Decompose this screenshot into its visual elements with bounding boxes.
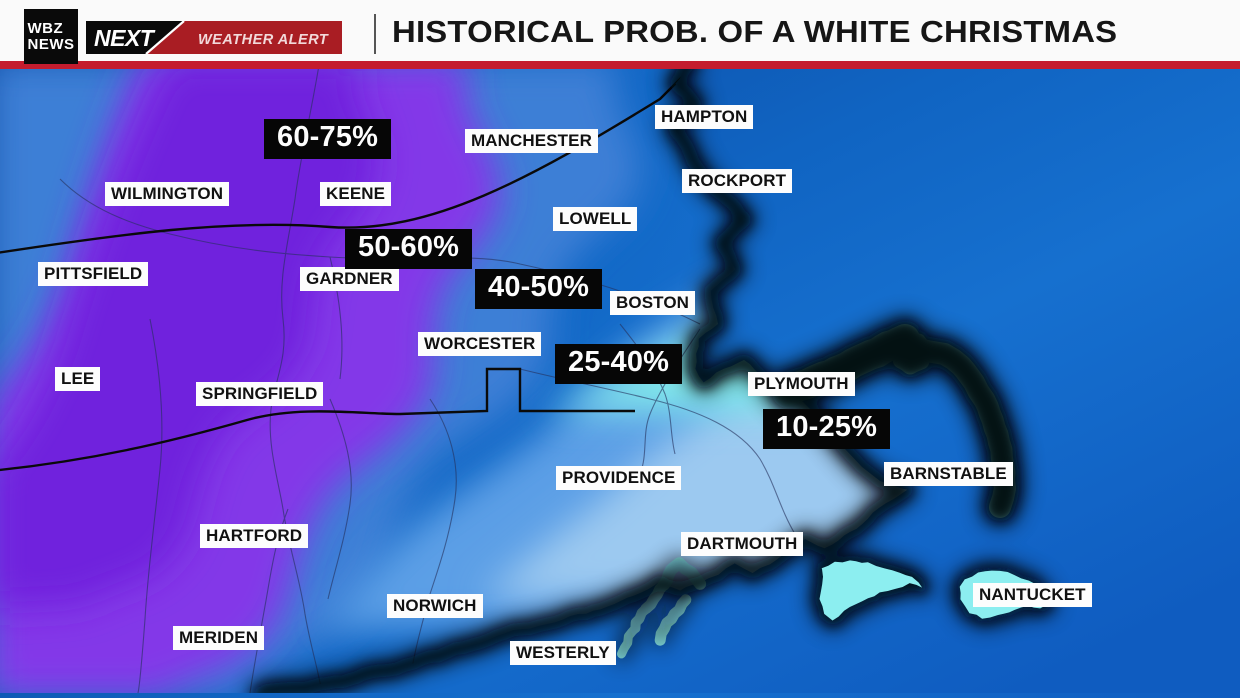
svg-text:NEXT: NEXT	[94, 25, 156, 51]
svg-text:WEATHER ALERT: WEATHER ALERT	[198, 32, 329, 48]
